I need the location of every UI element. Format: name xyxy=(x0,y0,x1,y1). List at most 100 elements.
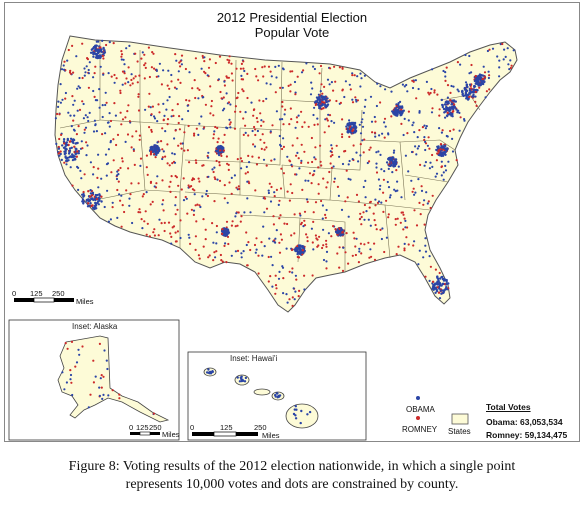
obama-vote-dot xyxy=(384,88,387,91)
obama-vote-dot xyxy=(450,103,453,106)
obama-vote-dot xyxy=(263,245,266,248)
romney-vote-dot xyxy=(324,216,327,219)
romney-vote-dot xyxy=(93,95,96,98)
obama-vote-dot xyxy=(316,103,320,107)
obama-vote-dot xyxy=(397,103,400,107)
romney-vote-dot xyxy=(149,150,153,153)
romney-vote-dot xyxy=(113,102,116,105)
romney-vote-dot xyxy=(475,104,478,107)
romney-vote-dot xyxy=(368,206,371,209)
romney-vote-dot xyxy=(269,70,272,73)
obama-vote-dot xyxy=(116,216,119,219)
romney-vote-dot xyxy=(180,147,183,150)
romney-vote-dot xyxy=(174,174,177,178)
obama-vote-dot xyxy=(392,164,396,167)
romney-vote-dot xyxy=(242,133,245,136)
obama-vote-dot xyxy=(94,201,97,205)
obama-vote-dot xyxy=(92,130,96,133)
romney-vote-dot xyxy=(56,112,59,116)
romney-vote-dot xyxy=(183,149,186,152)
romney-vote-dot xyxy=(123,72,126,75)
obama-vote-dot xyxy=(63,68,66,71)
obama-vote-dot xyxy=(201,195,204,198)
romney-vote-dot xyxy=(372,212,375,215)
obama-vote-dot xyxy=(341,162,345,166)
obama-vote-dot xyxy=(444,71,447,74)
romney-vote-dot xyxy=(194,248,197,251)
romney-vote-dot xyxy=(431,280,435,283)
romney-vote-dot xyxy=(383,250,386,254)
obama-vote-dot xyxy=(118,193,121,196)
obama-vote-dot xyxy=(130,73,133,76)
alaska-scale-bar xyxy=(130,431,160,436)
obama-vote-dot xyxy=(365,210,368,213)
obama-vote-dot xyxy=(100,177,103,180)
obama-vote-dot xyxy=(78,86,82,89)
romney-vote-dot xyxy=(170,175,173,178)
romney-vote-dot xyxy=(329,155,332,158)
romney-vote-dot xyxy=(178,115,181,118)
obama-vote-dot xyxy=(324,95,327,98)
romney-vote-dot xyxy=(333,65,336,68)
romney-vote-dot xyxy=(246,264,249,267)
obama-vote-dot xyxy=(469,92,472,95)
romney-vote-dot xyxy=(125,77,128,80)
obama-vote-dot xyxy=(76,141,79,145)
obama-vote-dot xyxy=(85,199,88,202)
obama-vote-dot xyxy=(508,68,511,71)
romney-vote-dot xyxy=(236,249,240,252)
obama-vote-dot xyxy=(374,198,377,201)
romney-vote-dot xyxy=(189,242,192,245)
romney-vote-dot xyxy=(240,215,243,218)
romney-vote-dot xyxy=(204,228,207,231)
romney-vote-dot xyxy=(223,197,226,200)
romney-vote-dot xyxy=(121,157,124,160)
romney-vote-dot xyxy=(341,89,344,92)
obama-vote-dot xyxy=(428,167,431,170)
romney-vote-dot xyxy=(143,220,146,223)
obama-vote-dot xyxy=(387,132,390,135)
romney-vote-dot xyxy=(390,115,393,118)
romney-vote-dot xyxy=(289,70,292,73)
obama-vote-dot xyxy=(376,82,379,85)
romney-vote-dot xyxy=(449,91,452,94)
obama-vote-dot xyxy=(145,191,148,194)
obama-vote-dot xyxy=(57,147,61,150)
obama-vote-dot xyxy=(89,192,93,195)
romney-vote-dot xyxy=(150,128,153,132)
romney-vote-dot xyxy=(287,84,290,87)
romney-vote-dot xyxy=(252,143,255,146)
obama-vote-dot xyxy=(423,124,426,127)
obama-vote-dot xyxy=(229,103,232,106)
romney-vote-dot xyxy=(353,237,356,240)
romney-vote-dot xyxy=(374,223,377,227)
romney-vote-dot xyxy=(358,218,361,221)
obama-vote-dot xyxy=(340,233,343,236)
romney-vote-dot xyxy=(275,188,278,191)
obama-vote-dot xyxy=(425,191,428,194)
obama-vote-dot xyxy=(326,78,330,81)
obama-vote-dot xyxy=(498,66,501,69)
romney-vote-dot xyxy=(311,274,314,277)
obama-vote-dot xyxy=(57,105,60,108)
romney-vote-dot xyxy=(418,201,421,204)
obama-vote-dot xyxy=(270,255,273,258)
obama-vote-dot xyxy=(87,119,90,123)
obama-vote-dot xyxy=(302,245,305,248)
romney-vote-dot xyxy=(382,210,385,213)
obama-vote-dot xyxy=(347,215,350,218)
romney-vote-dot xyxy=(219,253,222,257)
obama-vote-dot xyxy=(274,237,277,240)
romney-vote-dot xyxy=(74,365,77,368)
romney-vote-dot xyxy=(260,147,263,150)
romney-vote-dot xyxy=(137,182,140,185)
romney-vote-dot xyxy=(81,147,84,150)
obama-vote-dot xyxy=(104,91,107,94)
romney-vote-dot xyxy=(168,87,171,90)
romney-vote-dot xyxy=(91,204,94,207)
obama-vote-dot xyxy=(207,151,210,154)
romney-vote-dot xyxy=(112,159,115,162)
obama-vote-dot xyxy=(283,113,286,116)
obama-vote-dot xyxy=(333,177,336,180)
romney-vote-dot xyxy=(150,130,153,133)
